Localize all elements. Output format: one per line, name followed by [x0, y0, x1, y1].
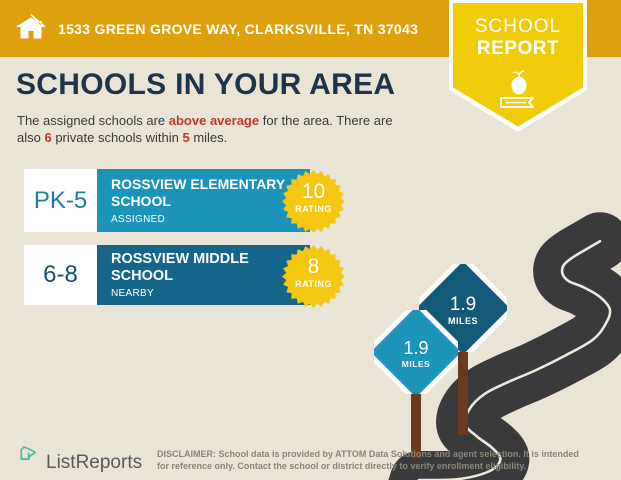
svg-text:1.9: 1.9: [403, 338, 428, 358]
svg-text:MILES: MILES: [402, 359, 430, 369]
